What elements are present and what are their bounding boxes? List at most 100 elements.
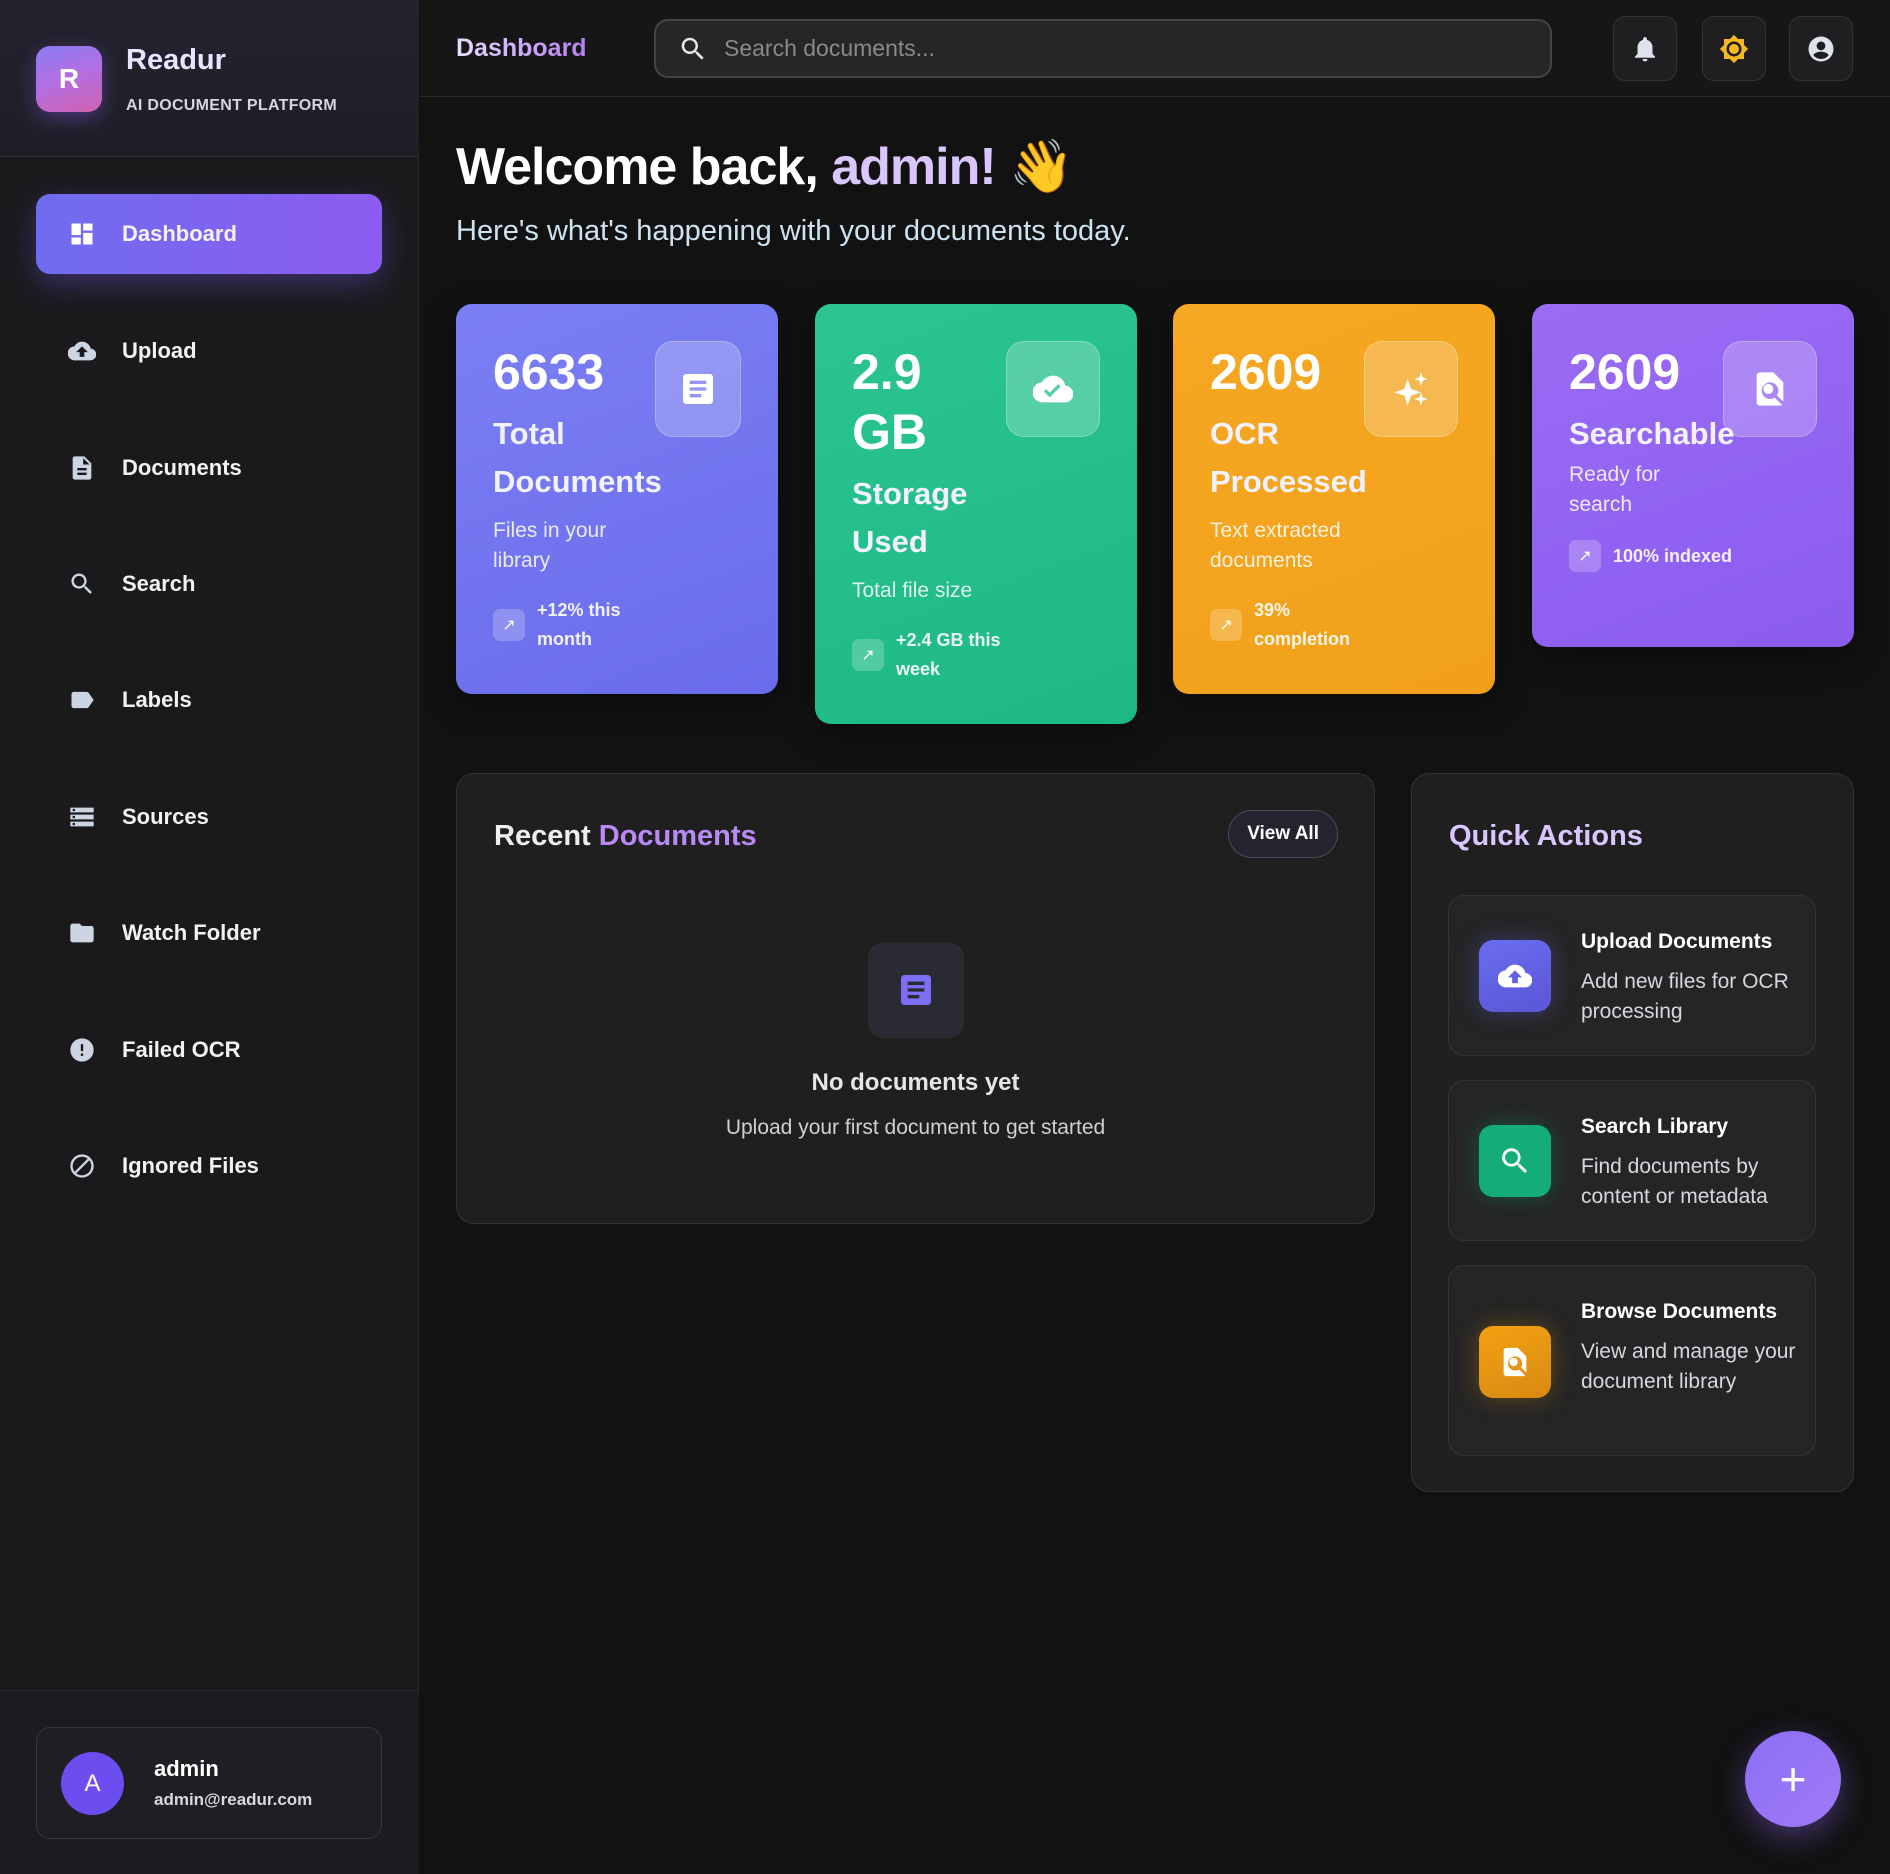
add-fab-button[interactable]: + xyxy=(1745,1731,1841,1827)
stat-card-searchable[interactable]: 2609 Searchable Ready for search ↗ 100% i… xyxy=(1532,304,1854,647)
title-part: Documents xyxy=(598,820,757,852)
stat-value: 2.9 GB xyxy=(852,344,927,460)
sidebar-item-label: Documents xyxy=(122,455,242,480)
sidebar-item-label: Dashboard xyxy=(122,221,237,246)
cloud-done-icon xyxy=(1006,341,1100,437)
label-icon xyxy=(71,691,94,709)
find-in-page-icon xyxy=(1479,1326,1551,1398)
trending-up-icon: ↗ xyxy=(1569,540,1601,572)
sidebar-item-upload[interactable]: Upload xyxy=(36,311,382,391)
trending-up-icon: ↗ xyxy=(852,639,884,671)
empty-state-subtitle: Upload your first document to get starte… xyxy=(725,1116,1106,1139)
theme-toggle-button[interactable] xyxy=(1702,16,1766,81)
block-icon xyxy=(70,1154,94,1178)
stat-value: 2609 xyxy=(1210,344,1322,400)
sidebar-item-label: Labels xyxy=(122,687,192,712)
quick-action-title: Upload Documents xyxy=(1581,930,1773,953)
trending-up-icon: ↗ xyxy=(493,609,525,641)
search-icon xyxy=(1479,1125,1551,1197)
notifications-button[interactable] xyxy=(1613,16,1677,81)
quick-action-title: Search Library xyxy=(1581,1115,1729,1138)
quick-action-title: Browse Documents xyxy=(1581,1300,1778,1323)
stat-trend: +12% this month xyxy=(537,600,621,649)
top-bar: Dashboard xyxy=(420,0,1890,97)
welcome-username: admin! xyxy=(831,138,996,196)
dashboard-icon xyxy=(71,223,93,245)
stat-trend: 100% indexed xyxy=(1613,545,1733,566)
account-button[interactable] xyxy=(1789,16,1853,81)
welcome-heading: Welcome back, admin! 👋 xyxy=(456,136,1074,197)
sidebar-item-label: Sources xyxy=(122,804,209,829)
cloud-upload-icon xyxy=(68,341,96,361)
quick-action-upload[interactable]: Upload Documents Add new files for OCR p… xyxy=(1448,895,1816,1056)
trending-up-icon: ↗ xyxy=(1210,609,1242,641)
sidebar-item-failed-ocr[interactable]: Failed OCR xyxy=(36,1010,382,1090)
avatar: A xyxy=(61,1752,124,1815)
stat-label: OCR Processed xyxy=(1210,416,1367,499)
stat-label: Searchable xyxy=(1569,416,1735,451)
sidebar-item-ignored-files[interactable]: Ignored Files xyxy=(36,1126,382,1206)
quick-action-description: Add new files for OCR processing xyxy=(1581,970,1789,1023)
recent-documents-panel: Recent Documents View All No documents y… xyxy=(456,773,1375,1224)
storage-list-icon xyxy=(70,807,94,827)
stat-trend: +2.4 GB this week xyxy=(896,630,1001,679)
quick-action-browse[interactable]: Browse Documents View and manage your do… xyxy=(1448,1265,1816,1456)
search-icon xyxy=(71,573,92,594)
logo[interactable]: R xyxy=(36,46,102,112)
document-icon xyxy=(655,341,741,437)
account-circle-icon xyxy=(1808,36,1834,61)
quick-actions-title: Quick Actions xyxy=(1449,820,1643,852)
cloud-upload-icon xyxy=(1479,940,1551,1012)
sidebar-item-sources[interactable]: Sources xyxy=(36,777,382,857)
folder-icon xyxy=(70,923,94,943)
recent-documents-title: Recent Documents xyxy=(494,820,757,853)
search-bar[interactable] xyxy=(654,19,1552,78)
user-name: admin xyxy=(154,1756,219,1781)
search-input[interactable] xyxy=(724,35,1524,62)
sidebar-item-search[interactable]: Search xyxy=(36,544,382,624)
document-icon xyxy=(72,456,92,480)
sidebar-item-watch-folder[interactable]: Watch Folder xyxy=(36,893,382,973)
quick-action-description: Find documents by content or metadata xyxy=(1581,1155,1768,1208)
stat-label: Storage Used xyxy=(852,476,968,559)
find-in-page-icon xyxy=(1723,341,1817,437)
sidebar: R Readur AI DOCUMENT PLATFORM Dashboard … xyxy=(0,0,419,1874)
page-breadcrumb: Dashboard xyxy=(456,34,587,62)
sparkle-icon xyxy=(1364,341,1458,437)
sidebar-item-label: Search xyxy=(122,571,196,596)
user-card[interactable]: A admin admin@readur.com xyxy=(36,1727,382,1839)
quick-action-description: View and manage your document library xyxy=(1581,1340,1796,1393)
stat-trend: 39% completion xyxy=(1254,600,1351,649)
sidebar-item-label: Ignored Files xyxy=(122,1153,259,1178)
brand-tagline: AI DOCUMENT PLATFORM xyxy=(126,97,338,114)
stat-card-total-documents[interactable]: 6633 Total Documents Files in your libra… xyxy=(456,304,778,694)
stat-label: Total Documents xyxy=(493,416,662,499)
sidebar-item-label: Upload xyxy=(122,338,197,363)
sun-icon xyxy=(1719,34,1749,63)
brand-header: R Readur AI DOCUMENT PLATFORM xyxy=(0,0,419,157)
sidebar-item-documents[interactable]: Documents xyxy=(36,428,382,508)
user-area: A admin admin@readur.com xyxy=(0,1690,419,1874)
sidebar-item-label: Watch Folder xyxy=(122,920,261,945)
stat-value: 2609 xyxy=(1569,344,1681,400)
stat-card-ocr-processed[interactable]: 2609 OCR Processed Text extracted docume… xyxy=(1173,304,1495,694)
stat-description: Files in your library xyxy=(493,519,607,572)
sidebar-item-dashboard[interactable]: Dashboard xyxy=(36,194,382,274)
waving-hand-icon: 👋 xyxy=(1009,138,1074,196)
welcome-subtitle: Here's what's happening with your docume… xyxy=(456,215,1131,247)
search-icon xyxy=(681,37,704,60)
stat-description: Total file size xyxy=(852,579,973,602)
brand-name: Readur xyxy=(126,44,226,76)
view-all-button[interactable]: View All xyxy=(1228,810,1338,858)
empty-state-title: No documents yet xyxy=(811,1069,1020,1096)
error-icon xyxy=(70,1038,94,1062)
quick-action-search[interactable]: Search Library Find documents by content… xyxy=(1448,1080,1816,1241)
stat-description: Ready for search xyxy=(1569,463,1661,516)
quick-actions-panel: Quick Actions Upload Documents Add new f… xyxy=(1411,773,1854,1492)
bell-icon xyxy=(1635,36,1655,61)
sidebar-item-label: Failed OCR xyxy=(122,1037,241,1062)
welcome-prefix: Welcome back, xyxy=(456,138,832,196)
sidebar-item-labels[interactable]: Labels xyxy=(36,660,382,740)
stat-description: Text extracted documents xyxy=(1210,519,1341,572)
stat-card-storage-used[interactable]: 2.9 GB Storage Used Total file size ↗ +2.… xyxy=(815,304,1137,724)
